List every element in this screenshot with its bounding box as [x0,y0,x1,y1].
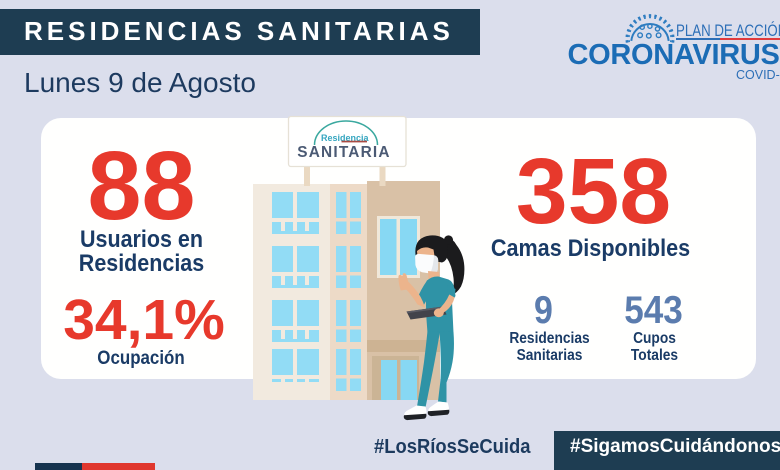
svg-text:Residencia: Residencia [321,133,370,143]
svg-text:SANITARIA: SANITARIA [297,144,390,161]
